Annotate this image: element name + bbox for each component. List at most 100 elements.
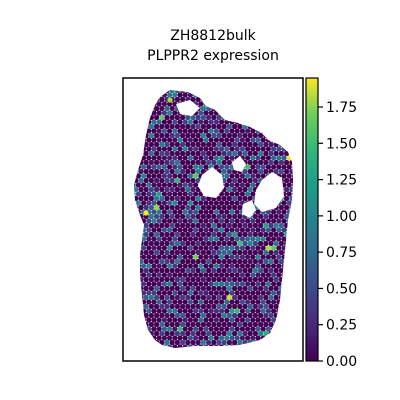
spot <box>187 263 193 269</box>
spot <box>125 182 130 187</box>
spot <box>247 141 253 148</box>
colorbar-tick-label: 0.25 <box>326 318 357 334</box>
spot <box>159 195 165 202</box>
spot <box>276 119 282 125</box>
spot <box>185 294 191 301</box>
spot <box>235 83 240 88</box>
spot <box>265 227 271 233</box>
spot <box>247 339 253 346</box>
spot <box>187 290 193 296</box>
spot <box>258 349 263 354</box>
spot <box>242 186 248 193</box>
spot <box>232 312 238 319</box>
spot <box>229 236 235 242</box>
spot <box>281 110 287 116</box>
spot <box>143 105 149 112</box>
spot <box>273 321 279 328</box>
spot <box>289 168 293 175</box>
spot <box>190 285 196 292</box>
spot <box>125 173 130 178</box>
spot <box>229 128 235 134</box>
spot <box>159 168 165 175</box>
spot <box>128 250 133 255</box>
spot <box>206 195 212 202</box>
spot <box>134 312 139 319</box>
spot <box>273 267 279 274</box>
spot <box>172 308 178 314</box>
spot <box>268 294 274 301</box>
spot <box>232 177 238 184</box>
spot <box>213 146 219 152</box>
spot <box>258 303 264 310</box>
spot <box>185 159 191 166</box>
spot <box>156 281 162 287</box>
spot <box>294 340 299 345</box>
spot <box>146 173 152 179</box>
spot <box>250 236 256 242</box>
spot <box>206 321 212 328</box>
spot <box>224 308 230 314</box>
spot <box>237 90 243 94</box>
spot <box>260 128 266 134</box>
spot <box>187 344 193 348</box>
spot <box>284 132 290 139</box>
spot <box>167 146 173 152</box>
spot <box>211 330 217 337</box>
spot <box>258 105 264 112</box>
spot <box>125 308 130 313</box>
colorbar-tick-label: 0.50 <box>326 281 357 297</box>
spot <box>200 150 206 157</box>
spot <box>193 326 199 332</box>
spot <box>245 182 251 188</box>
spot <box>278 141 284 148</box>
spot <box>167 218 173 224</box>
spot <box>268 339 274 346</box>
spot <box>125 254 130 259</box>
spot <box>289 240 293 247</box>
spot <box>167 110 173 116</box>
spot <box>265 155 271 161</box>
spot <box>268 132 274 139</box>
spot <box>250 326 256 332</box>
spot <box>250 227 256 233</box>
spot <box>203 218 209 224</box>
spot <box>135 110 141 116</box>
spot <box>177 155 183 161</box>
spot <box>148 168 154 175</box>
spot <box>161 236 167 242</box>
spot <box>245 236 251 242</box>
spot <box>258 168 264 175</box>
spot <box>138 303 144 310</box>
spot <box>174 285 180 292</box>
spot <box>200 96 206 103</box>
spot <box>169 150 175 157</box>
spot <box>211 132 217 139</box>
spot <box>159 114 165 121</box>
spot <box>174 213 180 220</box>
spot <box>203 146 209 152</box>
spot <box>174 222 180 229</box>
spot <box>156 146 162 152</box>
spot <box>242 96 248 103</box>
spot <box>237 330 243 337</box>
spot <box>255 272 261 278</box>
spot <box>195 339 201 346</box>
spot <box>128 223 133 228</box>
spot <box>148 141 154 148</box>
spot <box>146 326 152 332</box>
spot <box>128 304 133 309</box>
spot <box>143 177 149 184</box>
spot <box>234 299 240 305</box>
spot <box>187 299 193 305</box>
spot <box>265 299 271 305</box>
spot <box>159 249 165 256</box>
spot <box>169 132 175 139</box>
spot <box>141 308 147 314</box>
spot <box>200 213 206 220</box>
spot <box>180 294 186 301</box>
spot <box>221 132 227 139</box>
spot <box>229 227 235 233</box>
spot <box>219 200 225 206</box>
spot <box>193 254 199 260</box>
spot <box>276 92 282 98</box>
